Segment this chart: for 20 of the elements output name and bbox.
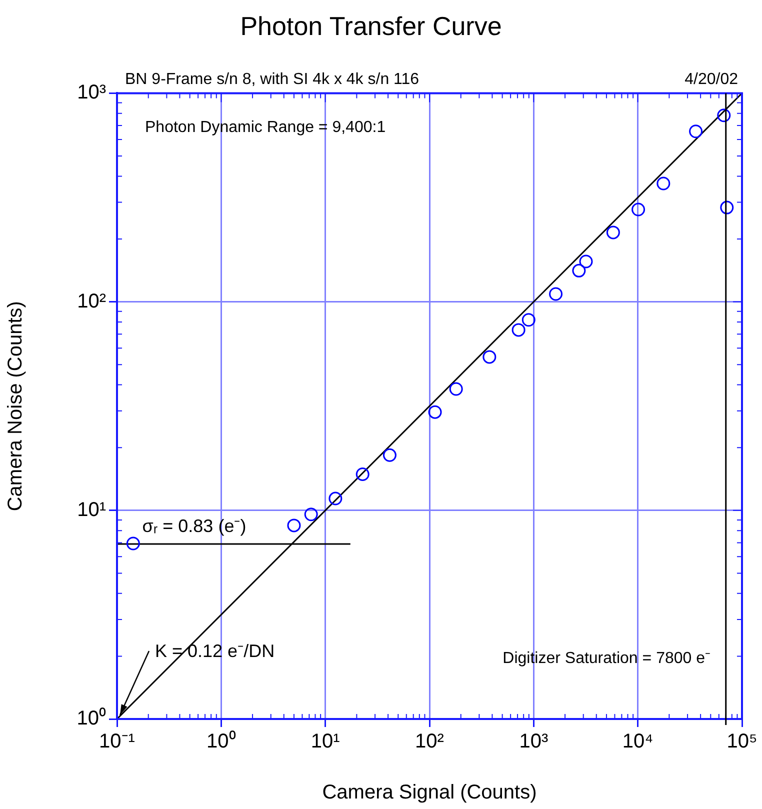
y-axis-title: Camera Noise (Counts) (4, 301, 27, 512)
x-tick-label: 10³ (519, 730, 548, 753)
text: 4/20/02 (684, 71, 738, 88)
chart-title: Photon Transfer Curve (240, 10, 502, 41)
y-tick-label: 10⁰ (76, 706, 106, 730)
annotation: K = 0.12 e⁻/DN (155, 641, 275, 661)
annotation: Digitizer Saturation = 7800 e⁻ (502, 650, 710, 667)
x-tick-label: 10¹ (310, 730, 340, 753)
x-tick-label: 10⁰ (206, 730, 236, 753)
x-tick-label: 10² (415, 730, 444, 753)
x-tick-label: 10⁵ (726, 730, 758, 753)
y-tick-label: 10² (77, 290, 106, 312)
x-axis-title: Camera Signal (Counts) (322, 782, 537, 804)
text: BN 9-Frame s/n 8, with SI 4k x 4k s/n 116 (125, 71, 420, 88)
x-tick-label: 10⁻¹ (99, 730, 136, 753)
annotation: Photon Dynamic Range = 9,400:1 (145, 119, 386, 136)
x-tick-label: 10⁴ (622, 730, 654, 753)
annotation: σᵣ = 0.83 (e⁻) (142, 516, 246, 536)
y-tick-label: 10¹ (77, 498, 106, 521)
y-tick-label: 10³ (77, 82, 106, 104)
